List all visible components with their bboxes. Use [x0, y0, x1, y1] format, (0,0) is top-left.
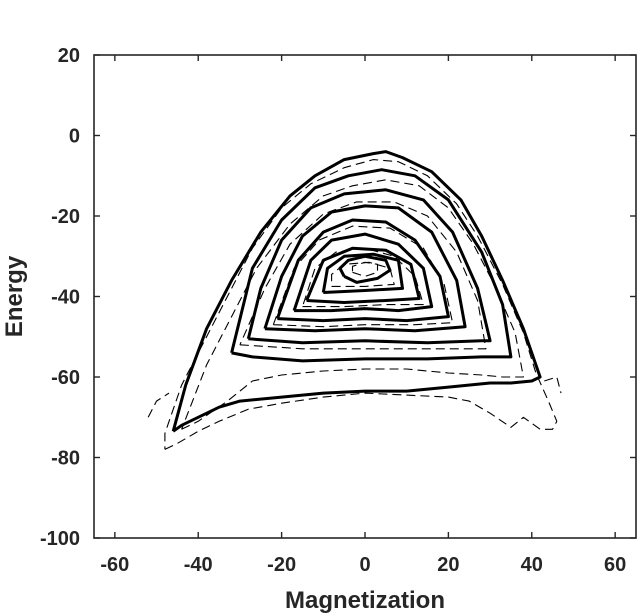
dashed-contour-8	[147, 392, 170, 418]
dashed-contour-7	[351, 261, 379, 277]
dashed-contour-5	[301, 247, 424, 308]
dashed-contour-9	[544, 376, 562, 394]
dashed-contour-1	[164, 159, 558, 450]
solid-contour-1	[171, 150, 542, 433]
x-tick-label: 20	[437, 554, 459, 576]
y-tick-label: 20	[58, 45, 80, 67]
x-tick-label: 60	[604, 554, 626, 576]
y-tick-label: -20	[51, 206, 80, 228]
x-tick-label: -40	[184, 554, 213, 576]
solid-contour-5	[275, 218, 450, 323]
dashed-contour-4	[272, 225, 454, 328]
y-tick-label: 0	[69, 126, 80, 148]
dashed-contour-3	[239, 201, 487, 350]
x-tick-label: 40	[521, 554, 543, 576]
solid-contour-6	[292, 232, 434, 313]
solid-contour-2	[230, 168, 513, 363]
y-axis-ticks: 20 0 -20 -40 -60 -80 -100	[40, 45, 636, 550]
x-tick-label: -20	[267, 554, 296, 576]
x-tick-label: -60	[100, 554, 129, 576]
dashed-contour-2	[181, 179, 524, 430]
y-axis-label: Energy	[1, 255, 28, 337]
contour-lines	[147, 150, 562, 450]
x-axis-ticks: -60 -40 -20 0 20 40 60	[100, 55, 626, 576]
solid-contour-4	[263, 204, 467, 333]
solid-contour-3	[246, 188, 492, 345]
x-tick-label: 0	[359, 554, 370, 576]
x-axis-label: Magnetization	[285, 587, 445, 614]
y-tick-label: -40	[51, 287, 80, 309]
y-tick-label: -60	[51, 367, 80, 389]
solid-contour-7	[305, 246, 421, 304]
plot-frame	[93, 54, 637, 539]
y-tick-label: -100	[40, 528, 80, 550]
dashed-contour-6	[331, 261, 395, 287]
solid-contour-8	[321, 252, 404, 294]
solid-contour-9	[338, 254, 392, 284]
y-tick-label: -80	[51, 448, 80, 470]
